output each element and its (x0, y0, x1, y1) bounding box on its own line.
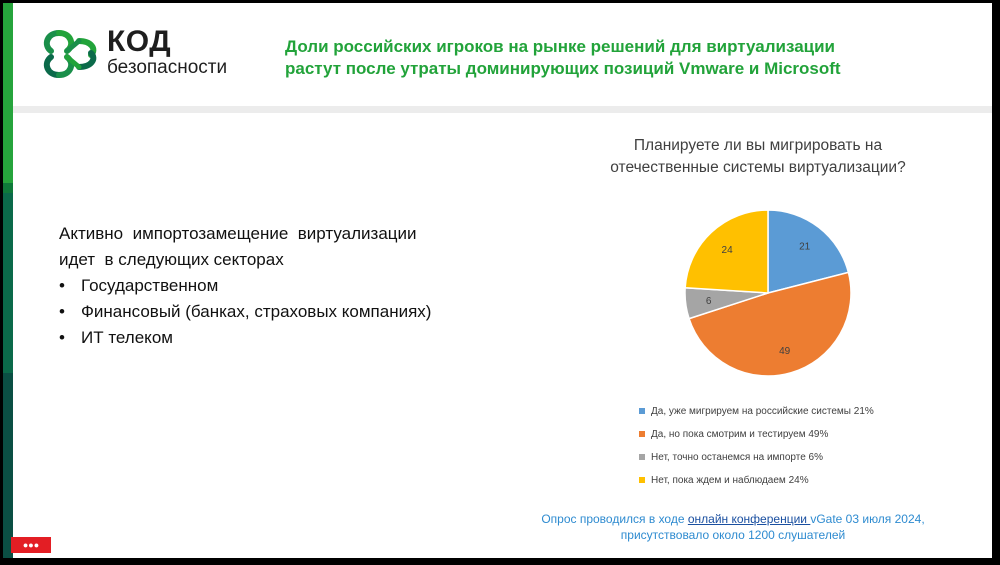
legend-item: Да, уже мигрируем на российские системы … (639, 406, 874, 429)
corner-badge: ●●● (11, 537, 51, 553)
legend-swatch (639, 431, 645, 437)
slide-title-line-2: растут после утраты доминирующих позиций… (285, 59, 841, 78)
chart-title: Планируете ли вы мигрировать на отечеств… (563, 135, 953, 179)
chart-title-line-2: отечественные системы виртуализации? (610, 159, 906, 176)
pie-data-label: 24 (722, 245, 734, 256)
footnote-text-before: Опрос проводился в ходе (541, 512, 688, 526)
slide-title-line-1: Доли российских игроков на рынке решений… (285, 37, 836, 56)
header-divider (13, 106, 992, 113)
legend-item: Нет, пока ждем и наблюдаем 24% (639, 475, 874, 498)
legend-label: Нет, пока ждем и наблюдаем 24% (651, 475, 809, 486)
sector-item: Государственном (59, 273, 431, 299)
sector-item: ИТ телеком (59, 325, 431, 351)
sectors-intro-line-1: Активно импортозамещение виртуализации (59, 224, 417, 243)
chart-legend: Да, уже мигрируем на российские системы … (639, 406, 874, 498)
logo-icon (43, 30, 97, 78)
legend-swatch (639, 454, 645, 460)
legend-swatch (639, 477, 645, 483)
logo-wordmark-bottom: безопасности (107, 57, 228, 78)
legend-swatch (639, 408, 645, 414)
pie-slice (688, 271, 852, 377)
left-accent-band (3, 3, 13, 558)
pie-data-label: 6 (706, 296, 712, 307)
pie-data-label: 21 (799, 241, 811, 252)
sectors-list: Государственном Финансовый (банках, стра… (59, 273, 431, 351)
logo-wordmark-top: КОД (107, 25, 172, 58)
conference-link[interactable]: онлайн конференции (687, 512, 811, 526)
legend-item: Нет, точно останемся на импорте 6% (639, 452, 874, 475)
slide-title: Доли российских игроков на рынке решений… (285, 36, 965, 80)
legend-label: Да, уже мигрируем на российские системы … (651, 406, 874, 417)
footnote-line-2: присутствовало около 1200 слушателей (620, 528, 846, 542)
footnote-line-1: Опрос проводился в ходе онлайн конференц… (483, 511, 983, 527)
footnote-text-after: vGate 03 июля 2024, (810, 512, 925, 526)
pie-slice (684, 209, 769, 294)
sectors-text-block: Активно импортозамещение виртуализации и… (59, 221, 431, 351)
pie-data-label: 49 (779, 346, 791, 357)
sectors-intro-line-2: идет в следующих секторах (59, 250, 284, 269)
chart-title-line-1: Планируете ли вы мигрировать на (633, 137, 883, 154)
legend-item: Да, но пока смотрим и тестируем 49% (639, 429, 874, 452)
legend-label: Да, но пока смотрим и тестируем 49% (651, 429, 829, 440)
slide-header (13, 3, 992, 106)
sector-item: Финансовый (банках, страховых компаниях) (59, 299, 431, 325)
pie-slice (767, 209, 850, 294)
slide: КОД безопасности Доли российских игроков… (3, 3, 992, 558)
survey-footnote: Опрос проводился в ходе онлайн конференц… (483, 511, 983, 543)
legend-label: Нет, точно останемся на импорте 6% (651, 452, 824, 463)
pie-chart: 21 49 6 24 (684, 209, 852, 377)
